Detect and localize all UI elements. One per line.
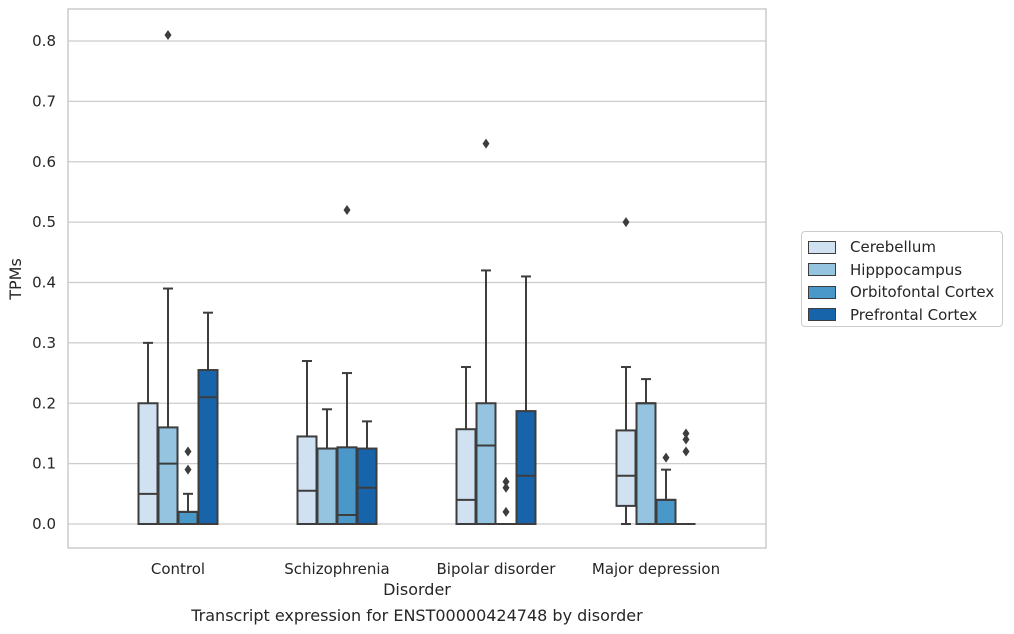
box-body xyxy=(635,402,657,525)
legend: Cerebellum Hipppocampus Orbitofontal Corte… xyxy=(801,231,1003,327)
x-tick-label: Control xyxy=(151,560,205,578)
legend-item-hipppocampus: Hipppocampus xyxy=(808,259,1002,282)
box-major-depression-cerebellum xyxy=(615,217,637,525)
box-major-depression-orbitofontal-cortex xyxy=(655,452,677,526)
box-schizophrenia-hipppocampus xyxy=(316,408,338,525)
box-body xyxy=(316,447,338,525)
legend-swatch xyxy=(808,308,836,322)
box-control-prefrontal-cortex xyxy=(197,311,219,526)
y-tick-label: 0.7 xyxy=(32,92,56,110)
box-body xyxy=(356,447,378,525)
box-body xyxy=(157,426,179,525)
box-schizophrenia-prefrontal-cortex xyxy=(356,420,378,525)
y-tick-label: 0.3 xyxy=(32,334,56,352)
legend-label: Hipppocampus xyxy=(850,260,963,279)
box-body xyxy=(177,510,199,525)
box-body xyxy=(137,402,159,525)
x-tick-label: Major depression xyxy=(592,560,720,578)
outlier-marker xyxy=(502,482,510,493)
y-tick-label: 0.2 xyxy=(32,394,56,412)
outlier-marker xyxy=(343,205,351,216)
box-body xyxy=(655,498,677,526)
outlier-marker xyxy=(502,476,510,487)
x-axis-label: Disorder xyxy=(383,580,451,599)
box-bipolar-disorder-hipppocampus xyxy=(475,138,497,525)
outlier-marker xyxy=(662,452,670,463)
y-tick-label: 0.5 xyxy=(32,213,56,231)
y-tick-label: 0.8 xyxy=(32,32,56,50)
box-bipolar-disorder-cerebellum xyxy=(455,366,477,525)
box-major-depression-hipppocampus xyxy=(635,378,657,525)
legend-swatch xyxy=(808,263,836,277)
box-control-hipppocampus xyxy=(157,29,179,525)
box-control-orbitofontal-cortex xyxy=(177,446,199,525)
box-body xyxy=(336,446,358,526)
outlier-marker xyxy=(682,428,690,439)
y-tick-label: 0.4 xyxy=(32,274,56,292)
x-tick-labels: Control Schizophrenia Bipolar disorder Majo… xyxy=(151,560,720,578)
outlier-marker xyxy=(682,446,690,457)
box-body xyxy=(475,402,497,525)
x-tick-label: Bipolar disorder xyxy=(437,560,557,578)
y-tick-label: 0.0 xyxy=(32,515,56,533)
y-tick-label: 0.6 xyxy=(32,153,56,171)
box-body xyxy=(296,435,318,525)
outlier-marker xyxy=(184,464,192,475)
y-tick-labels: 0.0 0.1 0.2 0.3 0.4 0.5 0.6 0.7 0.8 xyxy=(32,32,56,533)
box-body xyxy=(197,369,219,526)
box-layer xyxy=(137,29,696,526)
box-bipolar-disorder-prefrontal-cortex xyxy=(515,275,537,526)
box-major-depression-prefrontal-cortex xyxy=(676,428,696,525)
outlier-marker xyxy=(164,29,172,40)
legend-swatch xyxy=(808,240,836,254)
outlier-marker xyxy=(184,446,192,457)
box-body xyxy=(615,429,637,507)
box-schizophrenia-orbitofontal-cortex xyxy=(336,205,358,526)
legend-label: Cerebellum xyxy=(850,238,936,257)
legend-item-orbitofontal-cortex: Orbitofontal Cortex xyxy=(808,281,1002,304)
legend-swatch xyxy=(808,285,836,299)
outlier-marker xyxy=(682,434,690,445)
box-bipolar-disorder-orbitofontal-cortex xyxy=(496,476,516,525)
legend-label: Prefrontal Cortex xyxy=(850,305,978,324)
y-tick-label: 0.1 xyxy=(32,455,56,473)
legend-item-prefrontal-cortex: Prefrontal Cortex xyxy=(808,304,1002,327)
box-schizophrenia-cerebellum xyxy=(296,359,318,525)
box-body xyxy=(455,428,477,525)
legend-label: Orbitofontal Cortex xyxy=(850,283,995,302)
chart-caption: Transcript expression for ENST0000042474… xyxy=(191,606,643,625)
outlier-marker xyxy=(502,506,510,517)
box-body xyxy=(515,410,537,526)
x-tick-label: Schizophrenia xyxy=(284,560,389,578)
legend-item-cerebellum: Cerebellum xyxy=(808,236,1002,259)
box-control-cerebellum xyxy=(137,341,159,525)
grid-lines xyxy=(68,40,766,525)
outlier-marker xyxy=(622,217,630,228)
plot-area-frame xyxy=(67,8,767,549)
outlier-marker xyxy=(482,138,490,149)
y-axis-label: TPMs xyxy=(6,258,25,301)
